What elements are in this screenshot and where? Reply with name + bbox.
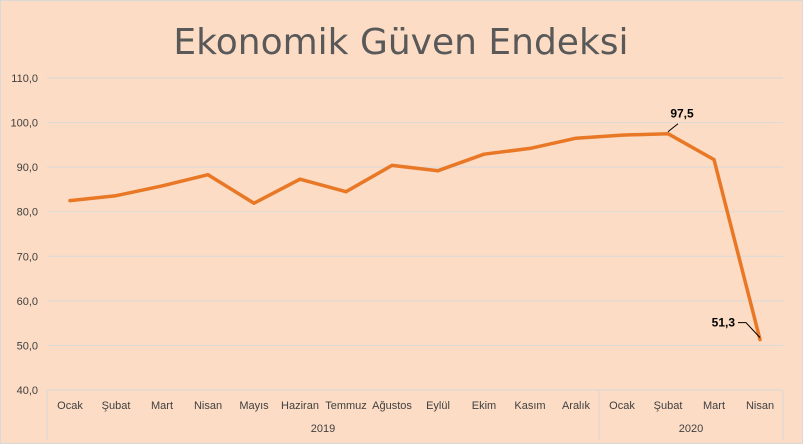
x-tick-label: Şubat <box>102 400 131 412</box>
annotation-label: 97,5 <box>670 107 694 121</box>
x-tick-label: Aralık <box>562 400 591 412</box>
x-tick-label: Nisan <box>194 400 222 412</box>
year-label: 2019 <box>311 423 335 435</box>
series-layer <box>68 131 762 342</box>
x-tick-label: Şubat <box>654 400 683 412</box>
data-point <box>712 157 716 162</box>
y-tick-label: 80,0 <box>17 207 38 219</box>
y-tick-label: 70,0 <box>17 251 38 263</box>
y-tick-label: 90,0 <box>17 162 38 174</box>
y-tick-label: 50,0 <box>17 340 38 352</box>
data-point <box>298 177 302 181</box>
x-tick-label: Eylül <box>426 400 450 412</box>
x-tick-label: Ağustos <box>372 400 412 412</box>
x-tick-label: Mart <box>703 400 725 412</box>
x-tick-label: Temmuz <box>325 400 367 412</box>
data-point <box>758 338 762 342</box>
data-point <box>620 133 624 137</box>
data-point <box>114 194 118 198</box>
y-tick-label: 60,0 <box>17 296 38 308</box>
x-axis: Ocak Şubat Mart Nisan Mayıs Haziran Temmuz Ağus… <box>46 389 784 440</box>
x-tick-label: Ekim <box>472 400 496 412</box>
year-label: 2020 <box>679 423 703 435</box>
data-point <box>528 146 532 151</box>
annotation-leader <box>738 322 761 338</box>
data-point <box>68 198 72 203</box>
x-tick-label: Nisan <box>746 400 774 412</box>
x-tick-label: Mayıs <box>239 400 269 412</box>
data-point <box>390 163 394 167</box>
x-tick-label: Haziran <box>281 400 319 412</box>
annotation-label: 51,3 <box>712 316 736 330</box>
x-tick-label: Ocak <box>609 400 635 412</box>
y-axis: 40,0 50,0 60,0 70,0 80,0 90,0 100,0 110,0 <box>10 73 38 397</box>
annotations-layer: 97,5 51,3 <box>667 107 761 338</box>
data-point <box>482 152 486 156</box>
data-point <box>344 190 348 194</box>
x-tick-label: Mart <box>151 400 173 412</box>
y-tick-label: 40,0 <box>17 385 38 397</box>
annotation-leader <box>667 123 679 133</box>
data-point <box>160 184 164 188</box>
y-tick-label: 100,0 <box>10 118 38 130</box>
chart-title: Ekonomik Güven Endeksi <box>173 22 628 63</box>
x-tick-label: Ocak <box>57 400 83 412</box>
data-point <box>206 173 210 177</box>
data-point <box>252 201 256 205</box>
series-line <box>68 131 762 342</box>
data-point <box>436 169 440 173</box>
x-tick-label: Kasım <box>514 400 545 412</box>
data-point <box>574 136 578 140</box>
y-tick-label: 110,0 <box>11 73 38 85</box>
data-point <box>666 132 670 136</box>
